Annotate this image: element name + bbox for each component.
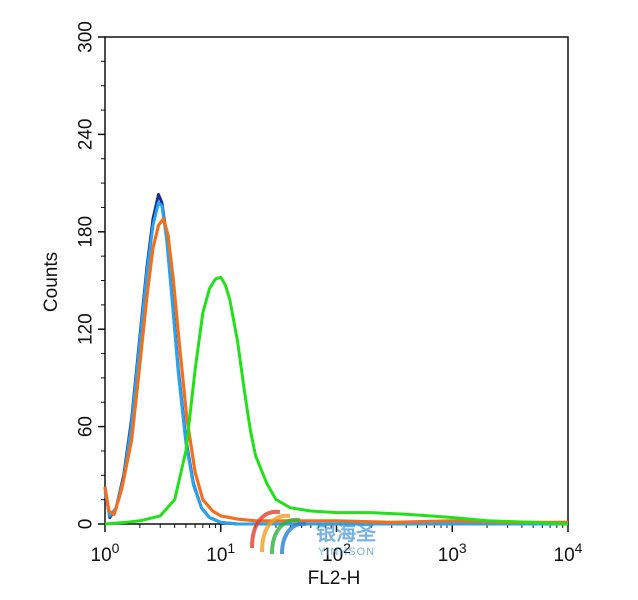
watermark-cn-text: 银海圣: [316, 521, 377, 545]
x-tick-label: 103: [438, 540, 467, 566]
x-tick-base: 10: [91, 545, 112, 566]
x-tick-exponent: 0: [112, 540, 120, 556]
x-tick-base: 10: [438, 545, 459, 566]
x-tick-base: 10: [206, 545, 227, 566]
x-tick-base: 10: [322, 545, 343, 566]
histogram-series-2: [103, 201, 568, 526]
watermark-logo: 银海圣 YINHSON: [250, 509, 377, 558]
y-tick-label: 240: [76, 119, 97, 151]
y-tick-label: 300: [76, 21, 97, 53]
histogram-series-3: [103, 217, 568, 525]
histogram-series: [103, 193, 569, 526]
x-tick-exponent: 2: [343, 540, 351, 556]
x-tick-exponent: 4: [575, 540, 583, 556]
x-tick-exponent: 3: [459, 540, 467, 556]
x-axis-title: FL2-H: [308, 568, 361, 589]
y-tick-label: 120: [76, 313, 97, 345]
y-tick-label: 60: [76, 416, 97, 437]
y-tick-label: 0: [76, 519, 97, 530]
x-tick-label: 100: [91, 540, 120, 566]
x-tick-label: 101: [206, 540, 235, 566]
x-tick-base: 10: [554, 545, 575, 566]
histogram-series-1: [103, 193, 568, 526]
watermark-en-text: YINHSON: [318, 546, 375, 558]
y-axis-title: Counts: [41, 252, 62, 312]
y-tick-label: 180: [76, 216, 97, 248]
x-tick-label: 104: [554, 540, 583, 566]
x-tick-exponent: 1: [227, 540, 235, 556]
x-tick-label: 102: [322, 540, 351, 566]
histogram-series-4: [104, 275, 569, 526]
